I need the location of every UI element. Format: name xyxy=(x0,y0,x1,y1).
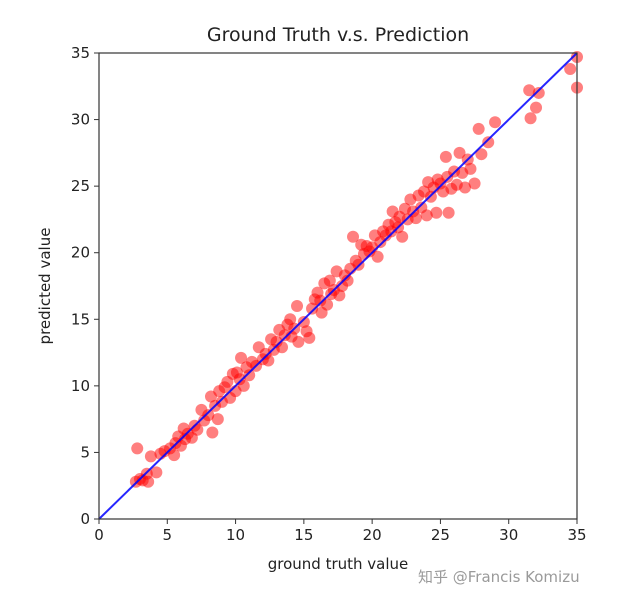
data-point xyxy=(202,409,215,422)
data-point xyxy=(262,354,275,367)
data-point xyxy=(206,426,219,439)
x-tick-label: 25 xyxy=(431,526,450,544)
y-tick-label: 15 xyxy=(71,310,90,328)
y-tick-label: 35 xyxy=(71,44,90,62)
data-point xyxy=(371,250,384,263)
data-point xyxy=(291,299,304,312)
data-point xyxy=(523,84,536,97)
data-point xyxy=(409,212,422,225)
data-point xyxy=(297,315,310,328)
data-point xyxy=(341,274,354,287)
data-point xyxy=(442,206,455,219)
x-tick-label: 35 xyxy=(567,526,586,544)
data-point xyxy=(420,209,433,222)
y-tick-label: 10 xyxy=(71,377,90,395)
data-point xyxy=(211,413,224,426)
x-tick-label: 10 xyxy=(226,526,245,544)
x-tick-label: 0 xyxy=(94,526,104,544)
data-point xyxy=(468,177,481,190)
data-point xyxy=(237,379,250,392)
data-point xyxy=(464,162,477,175)
data-point xyxy=(235,351,248,364)
data-point xyxy=(168,449,181,462)
data-point xyxy=(475,148,488,161)
data-point xyxy=(150,466,163,479)
data-point xyxy=(453,146,466,159)
data-point xyxy=(333,289,346,302)
x-tick-label: 15 xyxy=(294,526,313,544)
data-point xyxy=(564,62,577,75)
y-axis-label: predicted value xyxy=(36,228,54,345)
data-point xyxy=(439,150,452,163)
y-tick-label: 5 xyxy=(80,443,90,461)
data-point xyxy=(284,313,297,326)
data-point xyxy=(306,302,319,315)
x-tick-label: 20 xyxy=(363,526,382,544)
data-point xyxy=(321,298,334,311)
data-point xyxy=(489,116,502,129)
x-tick-label: 5 xyxy=(163,526,173,544)
plot-frame xyxy=(98,52,578,520)
y-tick-label: 30 xyxy=(71,111,90,129)
data-point xyxy=(472,122,485,135)
data-point xyxy=(459,181,472,194)
data-point xyxy=(396,230,409,243)
data-point xyxy=(131,442,144,455)
data-point xyxy=(482,136,495,149)
data-point xyxy=(292,335,305,348)
x-tick-label: 30 xyxy=(499,526,518,544)
data-point xyxy=(530,101,543,114)
data-point xyxy=(347,230,360,243)
y-tick-label: 20 xyxy=(71,244,90,262)
data-point xyxy=(303,331,316,344)
data-point xyxy=(142,475,155,488)
data-point xyxy=(243,369,256,382)
data-point xyxy=(144,450,157,463)
data-point xyxy=(524,112,537,125)
reference-line xyxy=(98,52,578,520)
watermark: 知乎 @Francis Komizu xyxy=(418,568,580,586)
y-tick-label: 25 xyxy=(71,177,90,195)
data-point xyxy=(430,206,443,219)
data-point xyxy=(532,86,545,99)
x-axis-label: ground truth value xyxy=(268,555,409,573)
data-point xyxy=(276,341,289,354)
data-point xyxy=(323,274,336,287)
chart-title: Ground Truth v.s. Prediction xyxy=(207,24,469,46)
y-tick-label: 0 xyxy=(80,510,90,528)
